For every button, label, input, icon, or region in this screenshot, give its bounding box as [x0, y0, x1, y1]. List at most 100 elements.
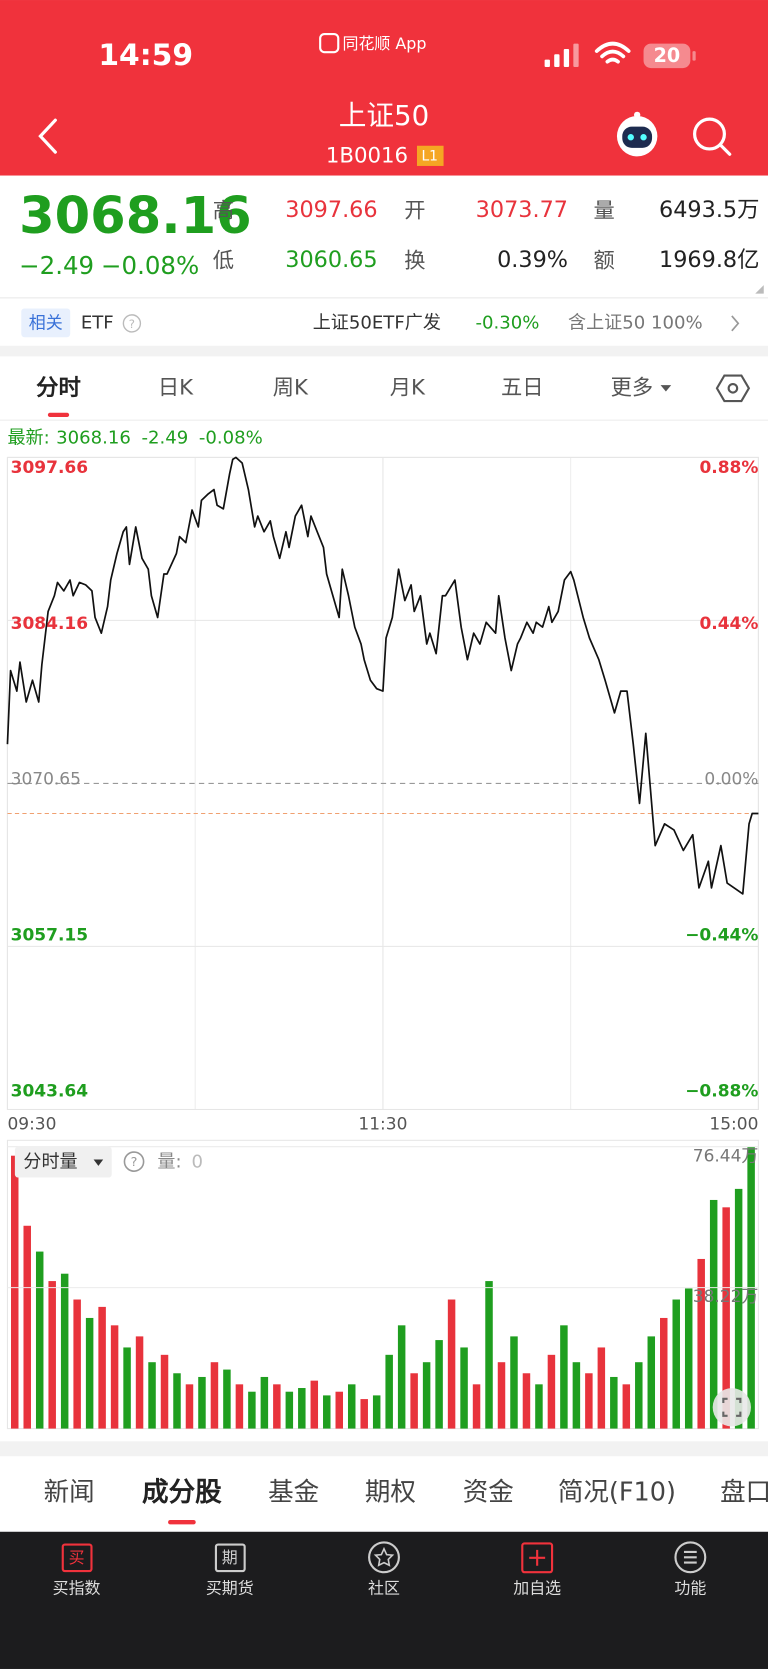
volume-bar — [397, 1325, 406, 1429]
last-price: 3068.16 — [19, 187, 252, 246]
volume-bar — [622, 1384, 631, 1429]
volume-bar — [360, 1399, 368, 1429]
chart-tab[interactable]: 更多 — [611, 375, 654, 400]
nav-item[interactable]: 加自选 — [513, 1542, 561, 1598]
search-button[interactable] — [693, 117, 732, 156]
stat-label: 额 — [594, 249, 615, 274]
volume-selector[interactable] — [14, 1146, 112, 1178]
volume-bar — [610, 1376, 618, 1429]
svg-text:?: ? — [129, 317, 135, 331]
volume-bar — [11, 1155, 19, 1429]
y-tick-label: 3097.66 — [11, 458, 88, 478]
section-tab[interactable]: 新闻 — [44, 1477, 95, 1507]
chart-tab[interactable]: 月K — [390, 375, 426, 400]
signal-icon — [544, 43, 579, 68]
chart-tab[interactable]: 分时 — [36, 375, 81, 401]
volume-bar — [572, 1362, 581, 1429]
volume-bar — [160, 1354, 169, 1429]
stat-value: 3060.65 — [285, 247, 377, 273]
volume-bar — [635, 1362, 643, 1429]
volume-bar — [148, 1362, 156, 1429]
x-tick-label: 11:30 — [358, 1114, 407, 1134]
battery-icon — [643, 43, 691, 69]
stat-value: 0.39% — [497, 247, 568, 273]
related-etf: ETF — [81, 312, 114, 333]
volume-bar — [185, 1384, 194, 1429]
nav-item[interactable]: 期 买期货 — [206, 1543, 254, 1598]
y2-tick-label: 0.88% — [699, 458, 758, 478]
volume-bar — [647, 1336, 656, 1429]
volume-bar — [485, 1281, 493, 1429]
nav-item[interactable]: 社区 — [368, 1541, 400, 1598]
chart-tab[interactable]: 周K — [273, 375, 309, 400]
volume-bar — [248, 1391, 256, 1429]
latest-label: 最新: — [7, 427, 49, 448]
volume-bar — [410, 1373, 418, 1429]
nav-icon-text: 买 — [69, 1548, 85, 1567]
related-holding: 含上证50 100% — [568, 312, 703, 333]
volume-bar — [35, 1251, 44, 1429]
help-icon[interactable] — [123, 1151, 145, 1172]
status-time: 14:59 — [98, 38, 193, 73]
volume-bar — [585, 1373, 593, 1429]
nav-label: 加自选 — [513, 1579, 561, 1598]
price-change-pct: −0.08% — [101, 251, 199, 280]
volume-bar — [285, 1391, 294, 1429]
help-mark: ? — [131, 1155, 138, 1170]
x-tick-label: 09:30 — [7, 1114, 56, 1134]
volume-bar — [198, 1376, 206, 1429]
volume-bar — [535, 1384, 543, 1429]
volume-bar — [98, 1306, 106, 1429]
volume-bar — [260, 1376, 269, 1429]
y2-tick-label: −0.88% — [685, 1081, 758, 1101]
x-tick-label: 15:00 — [709, 1114, 758, 1134]
section-tab[interactable]: 简况(F10) — [558, 1477, 676, 1507]
related-tag: 相关 — [29, 313, 63, 333]
volume-bar — [722, 1207, 730, 1429]
y2-tick-label: 0.00% — [704, 770, 758, 790]
dropdown-arrow — [93, 1159, 104, 1166]
volume-bar — [522, 1373, 531, 1429]
stat-value: 3073.77 — [476, 197, 568, 223]
related-fund-change: -0.30% — [475, 312, 539, 333]
section-tab[interactable]: 资金 — [463, 1477, 514, 1507]
y-tick-label: 76.44万 — [693, 1146, 759, 1166]
nav-label: 买指数 — [53, 1579, 101, 1598]
related-row[interactable]: 相关 ETF ? 上证50ETF广发 -0.30% 含上证50 100% — [21, 308, 740, 338]
volume-bar — [335, 1391, 343, 1429]
volume-bar — [210, 1362, 219, 1429]
volume-bar — [660, 1317, 668, 1429]
fullscreen-button[interactable] — [712, 1388, 751, 1427]
chart-tab[interactable]: 五日 — [501, 375, 544, 400]
settings-button[interactable] — [715, 374, 751, 403]
volume-readout-value: 0 — [191, 1152, 203, 1173]
volume-bar — [435, 1340, 443, 1429]
back-button[interactable] — [38, 118, 57, 154]
wifi-icon — [594, 41, 631, 64]
volume-bar — [672, 1299, 680, 1429]
section-tab[interactable]: 基金 — [268, 1477, 319, 1507]
nav-item[interactable]: 买 买指数 — [53, 1543, 101, 1598]
chart-tab[interactable]: 日K — [158, 375, 194, 400]
volume-bar — [48, 1281, 56, 1429]
section-tab[interactable]: 成分股 — [142, 1477, 222, 1508]
volume-title: 分时量 — [23, 1152, 77, 1173]
price-line — [6, 456, 759, 895]
volume-bar — [372, 1395, 381, 1429]
section-tab[interactable]: 盘口 — [720, 1477, 768, 1507]
volume-bar — [422, 1362, 431, 1429]
stat-value: 6493.5万 — [659, 197, 759, 223]
section-tab[interactable]: 期权 — [365, 1477, 416, 1507]
tab-indicator — [168, 1520, 196, 1525]
volume-bar — [472, 1384, 481, 1429]
nav-item[interactable]: 功能 — [674, 1541, 706, 1598]
level-text: L1 — [421, 148, 437, 164]
volume-bar — [85, 1317, 94, 1429]
index-title: 上证50 — [339, 99, 429, 132]
app-icon — [319, 32, 340, 54]
nav-label: 买期货 — [206, 1579, 254, 1598]
assistant-button[interactable] — [616, 111, 658, 157]
stat-label: 高 — [213, 199, 234, 224]
